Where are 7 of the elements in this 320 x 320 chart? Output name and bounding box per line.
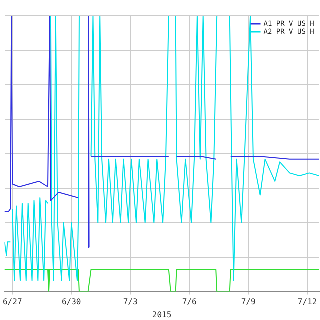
x-tick-label: 7/6 (182, 298, 197, 307)
x-tick-label: 6/27 (2, 298, 22, 307)
x-tick-label: 6/30 (62, 298, 82, 307)
x-tick-label: 7/9 (241, 298, 256, 307)
x-tick-label: 7/3 (123, 298, 138, 307)
x-axis-title: 2015 (152, 310, 172, 320)
x-tick-label: 7/12 (298, 298, 318, 307)
